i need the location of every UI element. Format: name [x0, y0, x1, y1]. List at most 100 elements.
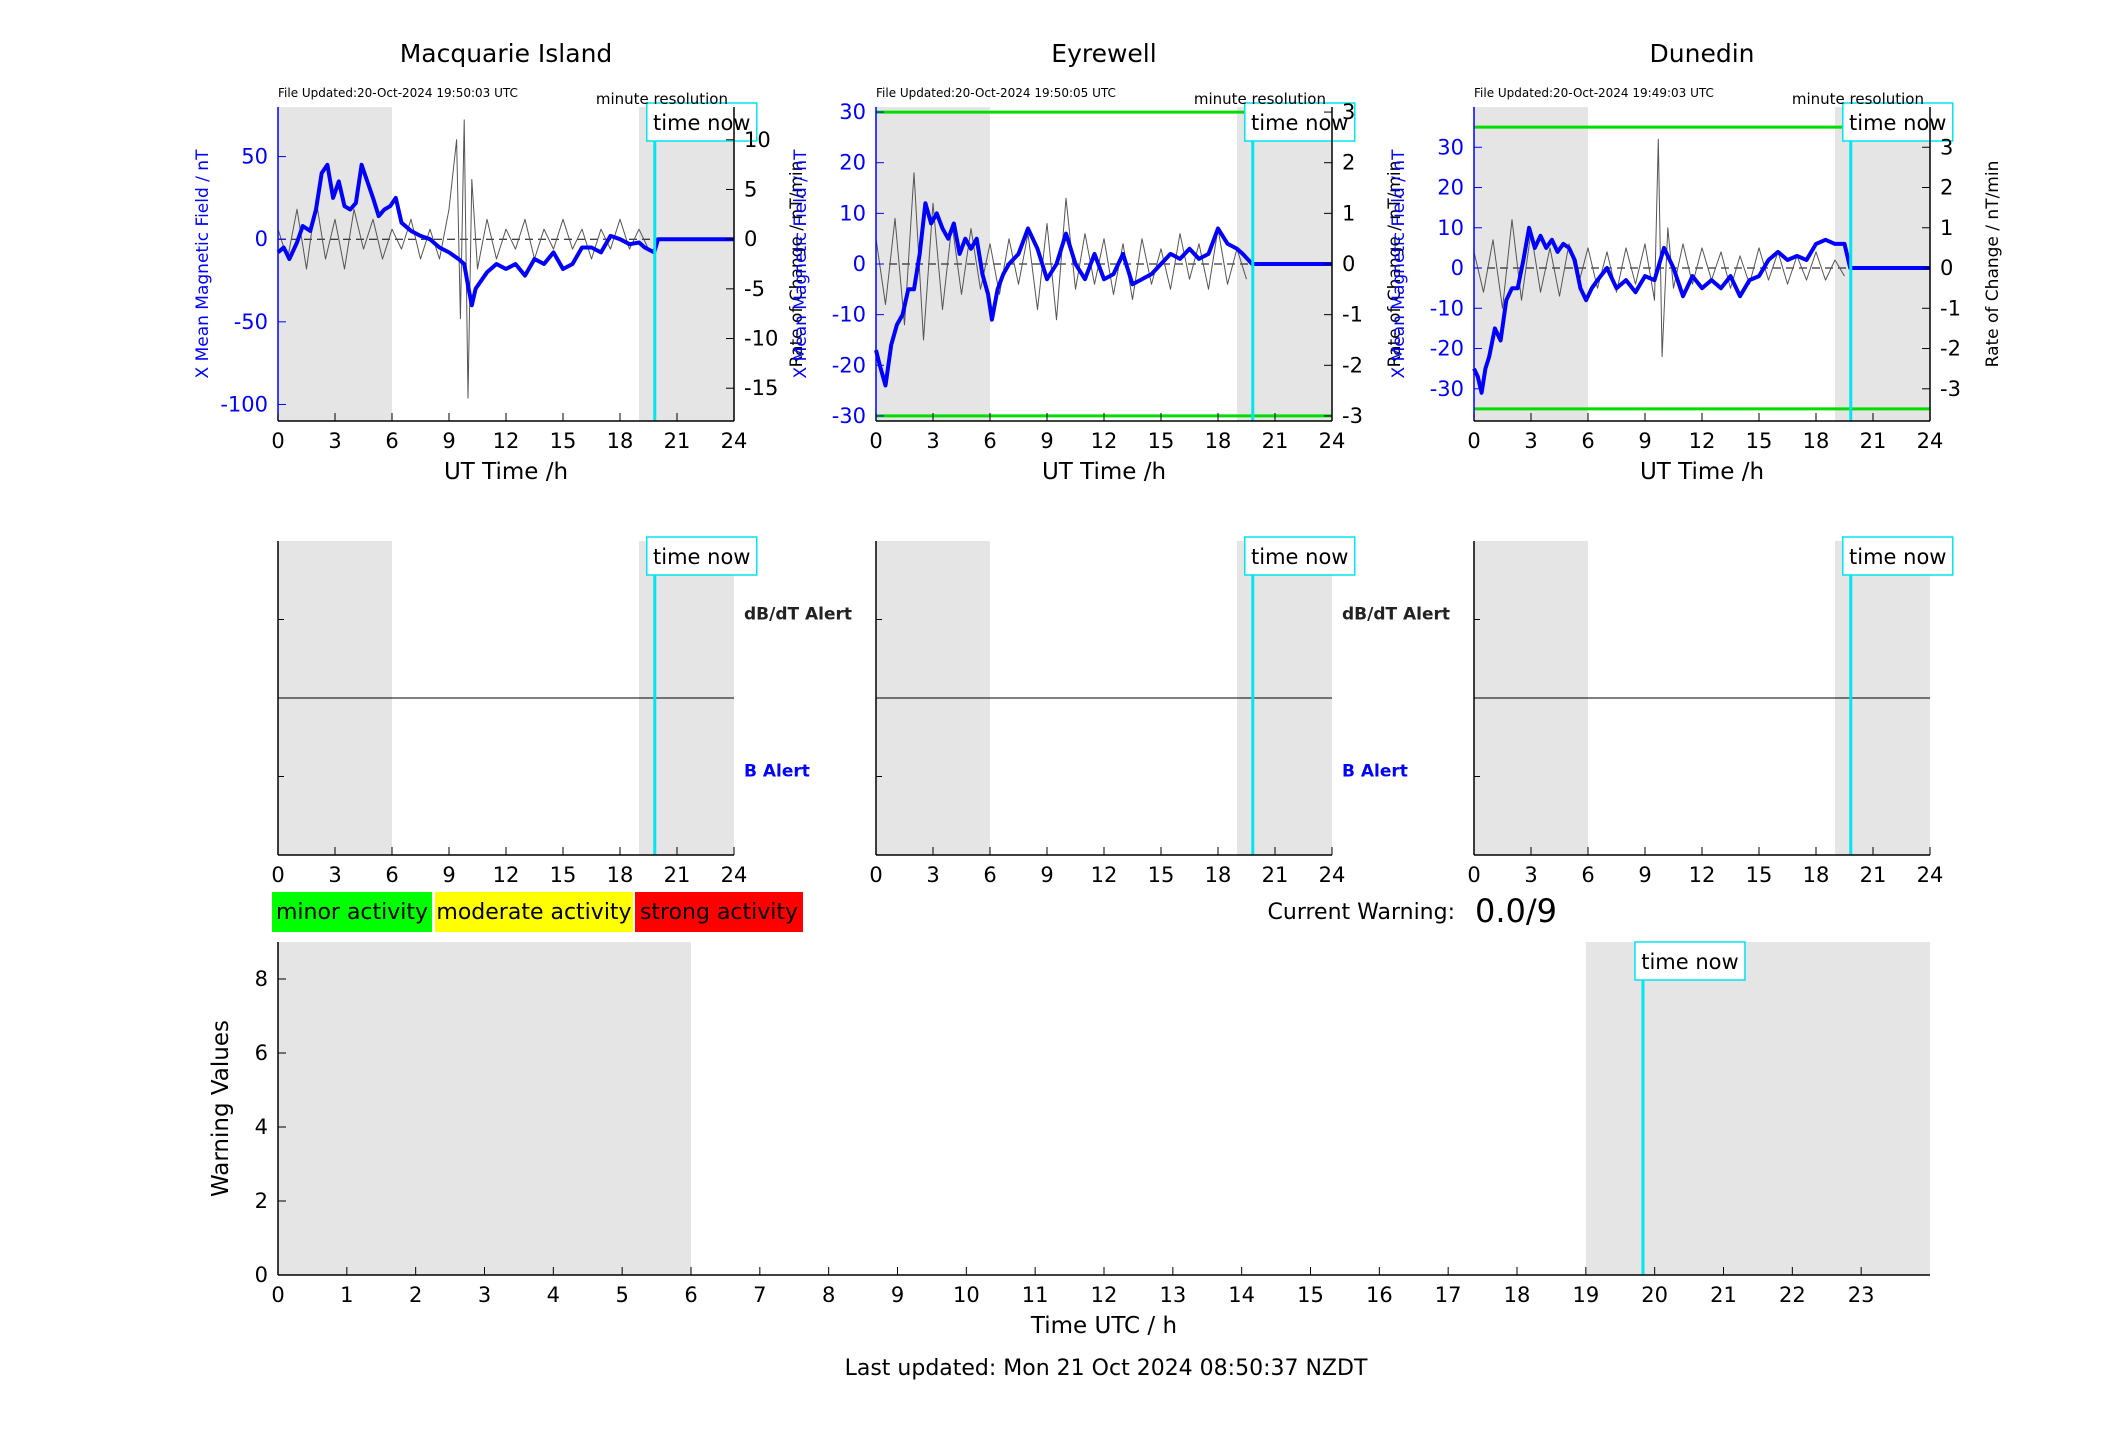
time-now-label: time now — [1251, 545, 1348, 569]
x-tick-label-15: 15 — [1148, 863, 1175, 887]
x-tick-label-21: 21 — [1262, 429, 1289, 453]
x-field-series-line — [1472, 225, 1930, 395]
x-tick-label-0: 0 — [271, 429, 284, 453]
x-tick-label-6: 6 — [1581, 429, 1594, 453]
x-tick-label-6: 6 — [1581, 863, 1594, 887]
x-tick-label-0: 0 — [869, 863, 882, 887]
y-tick-label-20: 20 — [839, 151, 866, 175]
y2-tick-label-3: 3 — [1342, 100, 1355, 124]
time-now-box — [1244, 536, 1356, 576]
x-tick-label-4: 4 — [547, 1283, 560, 1307]
chart-title: Macquarie Island — [400, 39, 613, 68]
x-tick-label-12: 12 — [493, 429, 520, 453]
y2-axis-label: Rate of Change / nT/min — [787, 161, 807, 368]
dbdt-alert-label: dB/dT Alert — [1342, 605, 1450, 625]
y-tick-label-50: 50 — [241, 145, 268, 169]
x-tick-label-3: 3 — [1524, 429, 1537, 453]
time-now-label: time now — [1251, 111, 1348, 135]
file-updated-text: File Updated:20-Oct-2024 19:50:05 UTC — [876, 86, 1116, 100]
y-tick-label-10: 10 — [1437, 216, 1464, 240]
x-tick-label-3: 3 — [1524, 863, 1537, 887]
legend-moderate-label: moderate activity — [436, 900, 631, 925]
y2-tick-label--5: -5 — [744, 277, 765, 301]
rate-of-change-series-line — [1473, 138, 1845, 358]
current-warning-value: 0.0/9 — [1475, 892, 1557, 930]
x-tick-label-8: 8 — [822, 1283, 835, 1307]
x-tick-label-11: 11 — [1022, 1283, 1049, 1307]
y2-tick-label--1: -1 — [1342, 303, 1363, 327]
y-tick-label--50: -50 — [234, 310, 268, 334]
x-field-series-line — [276, 162, 734, 308]
y2-tick-label--3: -3 — [1342, 404, 1363, 428]
x-tick-label-24: 24 — [721, 429, 748, 453]
x-tick-label-0: 0 — [1467, 863, 1480, 887]
x-tick-label-0: 0 — [271, 863, 284, 887]
x-tick-label-24: 24 — [721, 863, 748, 887]
time-now-label: time now — [653, 545, 750, 569]
x-tick-label-2: 2 — [409, 1283, 422, 1307]
y-axis-label: X Mean Magnetic Field / nT — [1389, 149, 1409, 379]
x-tick-label-9: 9 — [442, 429, 455, 453]
x-tick-label-21: 21 — [1710, 1283, 1737, 1307]
x-tick-label-9: 9 — [1040, 863, 1053, 887]
x-tick-label-9: 9 — [891, 1283, 904, 1307]
x-tick-label-18: 18 — [1504, 1283, 1531, 1307]
shaded-region-0 — [278, 942, 691, 1275]
y-tick-label-4: 4 — [255, 1115, 268, 1139]
file-updated-text: File Updated:20-Oct-2024 19:50:03 UTC — [278, 86, 518, 100]
x-tick-label-15: 15 — [1148, 429, 1175, 453]
x-tick-label-9: 9 — [442, 863, 455, 887]
b-alert-label: B Alert — [1342, 762, 1408, 782]
x-tick-label-13: 13 — [1159, 1283, 1186, 1307]
y2-tick-label-10: 10 — [744, 128, 771, 152]
x-tick-label-15: 15 — [1297, 1283, 1324, 1307]
x-tick-label-21: 21 — [1860, 429, 1887, 453]
y2-tick-label-0: 0 — [1342, 252, 1355, 276]
x-axis-label: UT Time /h — [1042, 459, 1166, 485]
x-axis-label: Time UTC / h — [1030, 1313, 1177, 1339]
macquarie-island-alert-chart: dB/dT Alert B Alert time now 0 3 6 9 12 15 18 21 24 — [271, 536, 852, 887]
x-field-series-line — [874, 201, 1332, 388]
time-now-box — [1244, 102, 1356, 142]
y-tick-label--20: -20 — [1430, 337, 1464, 361]
x-tick-label-24: 24 — [1319, 863, 1346, 887]
y2-tick-label--3: -3 — [1940, 377, 1961, 401]
shaded-region-1 — [1585, 942, 1930, 1275]
y2-tick-label-1: 1 — [1940, 216, 1953, 240]
x-tick-label-24: 24 — [1917, 863, 1944, 887]
y-tick-label--10: -10 — [832, 303, 866, 327]
x-tick-label-12: 12 — [1091, 1283, 1118, 1307]
shaded-region-1 — [639, 107, 734, 421]
x-tick-label-24: 24 — [1917, 429, 1944, 453]
time-now-label: time now — [653, 111, 750, 135]
x-tick-label-17: 17 — [1435, 1283, 1462, 1307]
x-tick-label-6: 6 — [983, 863, 996, 887]
x-tick-label-7: 7 — [753, 1283, 766, 1307]
y2-tick-label-3: 3 — [1940, 135, 1953, 159]
legend-minor-label: minor activity — [276, 900, 428, 925]
minute-resolution-label: minute resolution — [1792, 90, 1924, 108]
y2-tick-label-0: 0 — [1940, 256, 1953, 280]
x-tick-label-12: 12 — [1091, 429, 1118, 453]
time-now-label: time now — [1641, 950, 1738, 974]
y-axis-label: X Mean Magnetic Field / nT — [791, 149, 811, 379]
x-tick-label-18: 18 — [1803, 429, 1830, 453]
x-tick-label-23: 23 — [1848, 1283, 1875, 1307]
y2-axis-label: Rate of Change / nT/min — [1385, 161, 1405, 368]
x-tick-label-12: 12 — [1091, 863, 1118, 887]
y2-tick-label-0: 0 — [744, 227, 757, 251]
time-now-label: time now — [1849, 111, 1946, 135]
file-updated-text: File Updated:20-Oct-2024 19:49:03 UTC — [1474, 86, 1714, 100]
legend-moderate-swatch — [435, 892, 633, 932]
minute-resolution-label: minute resolution — [596, 90, 728, 108]
x-tick-label-21: 21 — [1860, 863, 1887, 887]
x-tick-label-10: 10 — [953, 1283, 980, 1307]
y-tick-label-10: 10 — [839, 201, 866, 225]
x-tick-label-12: 12 — [1689, 863, 1716, 887]
x-tick-label-0: 0 — [869, 429, 882, 453]
y2-tick-label-1: 1 — [1342, 201, 1355, 225]
x-tick-label-15: 15 — [1746, 429, 1773, 453]
